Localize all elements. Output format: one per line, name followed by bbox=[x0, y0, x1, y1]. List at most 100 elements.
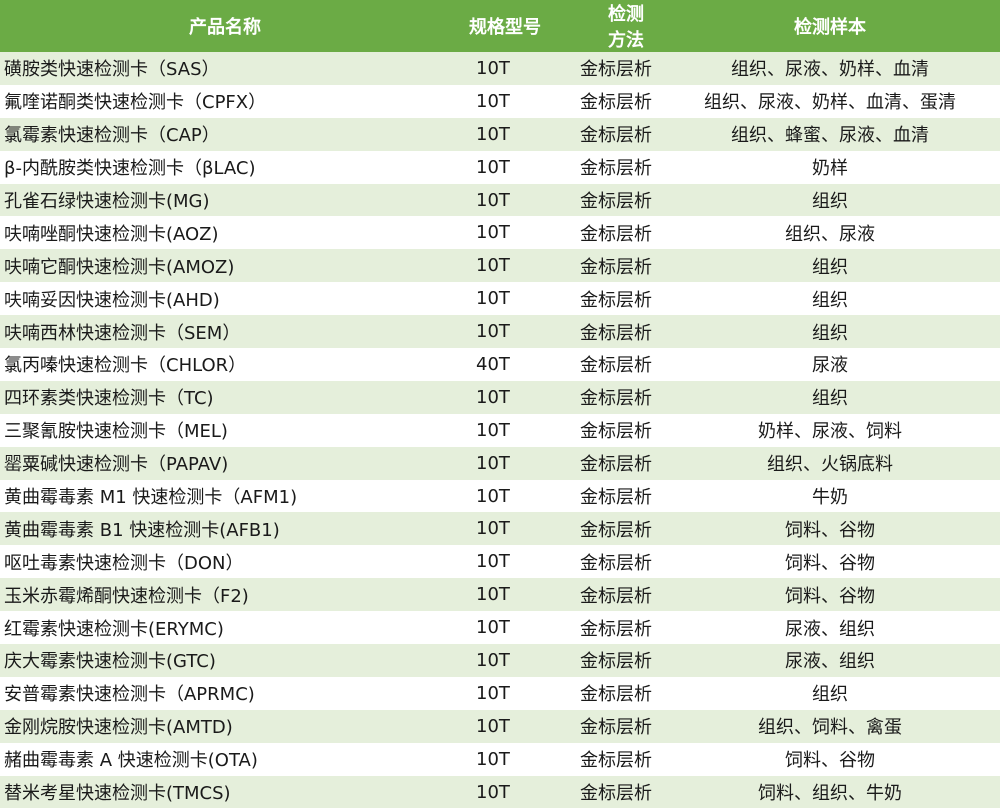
cell-product-name: 氯丙嗪快速检测卡（CHLOR） bbox=[0, 348, 450, 381]
table-row: 金刚烷胺快速检测卡(AMTD) 10T 金标层析 组织、饲料、禽蛋 bbox=[0, 709, 1000, 743]
cell-product-name: 氟喹诺酮类快速检测卡（CPFX） bbox=[0, 84, 450, 118]
cell-sample: 尿液 bbox=[660, 348, 1000, 381]
cell-sample: 组织 bbox=[660, 676, 1000, 710]
cell-spec: 10T bbox=[450, 676, 560, 710]
cell-method: 金标层析 bbox=[560, 578, 660, 612]
cell-spec: 10T bbox=[450, 578, 560, 612]
cell-spec: 10T bbox=[450, 380, 560, 414]
table-row: 呋喃妥因快速检测卡(AHD) 10T 金标层析 组织 bbox=[0, 282, 1000, 316]
header-sample: 检测样本 bbox=[660, 0, 1000, 52]
cell-method: 金标层析 bbox=[560, 545, 660, 579]
cell-sample: 组织、尿液、奶样、血清 bbox=[660, 52, 1000, 85]
cell-spec: 10T bbox=[450, 742, 560, 776]
cell-spec: 10T bbox=[450, 282, 560, 316]
cell-sample: 牛奶 bbox=[660, 479, 1000, 513]
table-row: 罂粟碱快速检测卡（PAPAV) 10T 金标层析 组织、火锅底料 bbox=[0, 446, 1000, 480]
cell-spec: 40T bbox=[450, 348, 560, 381]
cell-method: 金标层析 bbox=[560, 479, 660, 513]
cell-sample: 饲料、谷物 bbox=[660, 742, 1000, 776]
table-row: 氯霉素快速检测卡（CAP） 10T 金标层析 组织、蜂蜜、尿液、血清 bbox=[0, 117, 1000, 151]
cell-sample: 组织 bbox=[660, 315, 1000, 349]
table-row: 三聚氰胺快速检测卡（MEL) 10T 金标层析 奶样、尿液、饲料 bbox=[0, 413, 1000, 447]
cell-product-name: 黄曲霉毒素 B1 快速检测卡(AFB1) bbox=[0, 512, 450, 546]
cell-sample: 饲料、组织、牛奶 bbox=[660, 775, 1000, 808]
cell-sample: 组织、饲料、禽蛋 bbox=[660, 709, 1000, 743]
cell-product-name: 呋喃它酮快速检测卡(AMOZ) bbox=[0, 249, 450, 283]
cell-product-name: 呕吐毒素快速检测卡（DON） bbox=[0, 545, 450, 579]
table-row: 黄曲霉毒素 B1 快速检测卡(AFB1) 10T 金标层析 饲料、谷物 bbox=[0, 512, 1000, 546]
cell-spec: 10T bbox=[450, 315, 560, 349]
cell-product-name: 金刚烷胺快速检测卡(AMTD) bbox=[0, 709, 450, 743]
table-row: β-内酰胺类快速检测卡（βLAC) 10T 金标层析 奶样 bbox=[0, 150, 1000, 184]
table-row: 玉米赤霉烯酮快速检测卡（F2) 10T 金标层析 饲料、谷物 bbox=[0, 578, 1000, 612]
cell-method: 金标层析 bbox=[560, 117, 660, 151]
cell-method: 金标层析 bbox=[560, 446, 660, 480]
cell-product-name: 孔雀石绿快速检测卡(MG) bbox=[0, 183, 450, 217]
cell-product-name: 氯霉素快速检测卡（CAP） bbox=[0, 117, 450, 151]
cell-sample: 组织、尿液 bbox=[660, 216, 1000, 250]
table-row: 替米考星快速检测卡(TMCS) 10T 金标层析 饲料、组织、牛奶 bbox=[0, 775, 1000, 808]
cell-method: 金标层析 bbox=[560, 52, 660, 85]
cell-sample: 组织、火锅底料 bbox=[660, 446, 1000, 480]
cell-sample: 饲料、谷物 bbox=[660, 512, 1000, 546]
cell-product-name: 安普霉素快速检测卡（APRMC) bbox=[0, 676, 450, 710]
cell-product-name: 四环素类快速检测卡（TC) bbox=[0, 380, 450, 414]
cell-method: 金标层析 bbox=[560, 315, 660, 349]
cell-spec: 10T bbox=[450, 512, 560, 546]
cell-method: 金标层析 bbox=[560, 512, 660, 546]
cell-product-name: 呋喃西林快速检测卡（SEM） bbox=[0, 315, 450, 349]
cell-sample: 奶样、尿液、饲料 bbox=[660, 413, 1000, 447]
cell-spec: 10T bbox=[450, 183, 560, 217]
cell-method: 金标层析 bbox=[560, 709, 660, 743]
cell-method: 金标层析 bbox=[560, 380, 660, 414]
table-row: 磺胺类快速检测卡（SAS） 10T 金标层析 组织、尿液、奶样、血清 bbox=[0, 52, 1000, 85]
cell-spec: 10T bbox=[450, 446, 560, 480]
table-header: 产品名称 规格型号 检测方法 检测样本 bbox=[0, 0, 1000, 52]
cell-spec: 10T bbox=[450, 644, 560, 677]
cell-product-name: 黄曲霉毒素 M1 快速检测卡（AFM1) bbox=[0, 479, 450, 513]
table-row: 呋喃唑酮快速检测卡(AOZ) 10T 金标层析 组织、尿液 bbox=[0, 216, 1000, 250]
cell-sample: 组织 bbox=[660, 183, 1000, 217]
cell-method: 金标层析 bbox=[560, 282, 660, 316]
cell-product-name: 替米考星快速检测卡(TMCS) bbox=[0, 775, 450, 808]
table-row: 赭曲霉毒素 A 快速检测卡(OTA) 10T 金标层析 饲料、谷物 bbox=[0, 742, 1000, 776]
table-row: 孔雀石绿快速检测卡(MG) 10T 金标层析 组织 bbox=[0, 183, 1000, 217]
cell-method: 金标层析 bbox=[560, 183, 660, 217]
cell-spec: 10T bbox=[450, 150, 560, 184]
cell-sample: 组织、尿液、奶样、血清、蛋清 bbox=[660, 84, 1000, 118]
table-row: 呋喃它酮快速检测卡(AMOZ) 10T 金标层析 组织 bbox=[0, 249, 1000, 283]
cell-method: 金标层析 bbox=[560, 249, 660, 283]
cell-product-name: 赭曲霉毒素 A 快速检测卡(OTA) bbox=[0, 742, 450, 776]
cell-sample: 组织 bbox=[660, 249, 1000, 283]
cell-method: 金标层析 bbox=[560, 150, 660, 184]
cell-sample: 尿液、组织 bbox=[660, 644, 1000, 677]
cell-method: 金标层析 bbox=[560, 742, 660, 776]
cell-spec: 10T bbox=[450, 117, 560, 151]
header-method: 检测方法 bbox=[560, 0, 660, 52]
cell-sample: 奶样 bbox=[660, 150, 1000, 184]
table-row: 呕吐毒素快速检测卡（DON） 10T 金标层析 饲料、谷物 bbox=[0, 545, 1000, 579]
cell-method: 金标层析 bbox=[560, 348, 660, 381]
cell-spec: 10T bbox=[450, 611, 560, 645]
cell-sample: 组织 bbox=[660, 380, 1000, 414]
table-row: 四环素类快速检测卡（TC) 10T 金标层析 组织 bbox=[0, 380, 1000, 414]
table-row: 氯丙嗪快速检测卡（CHLOR） 40T 金标层析 尿液 bbox=[0, 348, 1000, 381]
table-row: 黄曲霉毒素 M1 快速检测卡（AFM1) 10T 金标层析 牛奶 bbox=[0, 479, 1000, 513]
header-spec: 规格型号 bbox=[450, 0, 560, 52]
cell-product-name: 呋喃唑酮快速检测卡(AOZ) bbox=[0, 216, 450, 250]
cell-sample: 饲料、谷物 bbox=[660, 545, 1000, 579]
cell-spec: 10T bbox=[450, 216, 560, 250]
cell-spec: 10T bbox=[450, 775, 560, 808]
cell-method: 金标层析 bbox=[560, 611, 660, 645]
cell-product-name: 三聚氰胺快速检测卡（MEL) bbox=[0, 413, 450, 447]
cell-method: 金标层析 bbox=[560, 676, 660, 710]
cell-sample: 组织、蜂蜜、尿液、血清 bbox=[660, 117, 1000, 151]
cell-product-name: 玉米赤霉烯酮快速检测卡（F2) bbox=[0, 578, 450, 612]
cell-method: 金标层析 bbox=[560, 413, 660, 447]
cell-spec: 10T bbox=[450, 413, 560, 447]
cell-method: 金标层析 bbox=[560, 84, 660, 118]
cell-sample: 组织 bbox=[660, 282, 1000, 316]
cell-spec: 10T bbox=[450, 52, 560, 85]
cell-spec: 10T bbox=[450, 479, 560, 513]
